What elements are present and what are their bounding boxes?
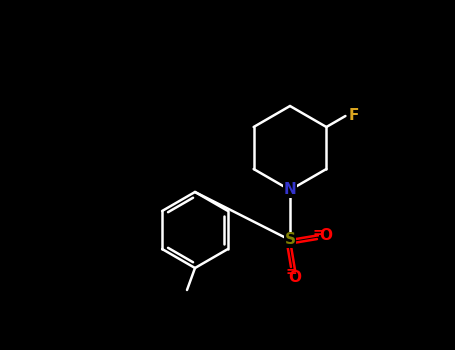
Text: =: = [285,265,297,279]
Text: O: O [319,228,333,243]
Text: N: N [283,182,296,197]
Text: O: O [288,271,302,286]
Text: S: S [284,232,295,247]
Text: F: F [348,108,359,124]
Text: =: = [312,226,324,240]
